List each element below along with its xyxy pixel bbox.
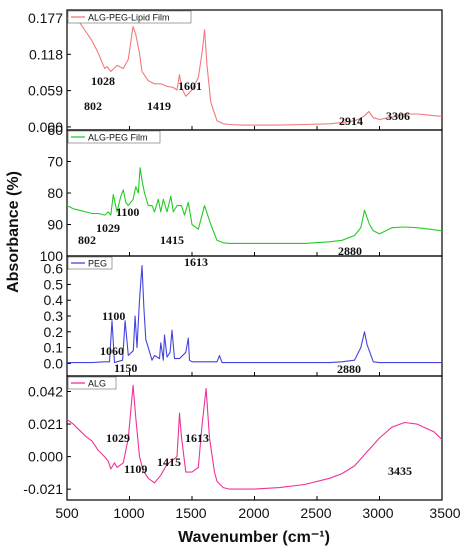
legend-label: ALG-PEG-Lipid Film	[88, 13, 170, 23]
y-axis-title: Absorbance (%)	[5, 171, 22, 293]
y-tick-label: 80	[47, 185, 63, 201]
panels: 0.000 0.059 0.118 0.177 ALG-PEG-Lipid Film 60…	[23, 9, 443, 501]
y-tick-label: 0.042	[28, 384, 63, 400]
peak-label: 3435	[388, 464, 412, 478]
series-line	[66, 384, 443, 490]
legend-label: ALG	[88, 379, 106, 389]
peak-label: 1100	[116, 205, 139, 219]
x-tick-label: 3500	[429, 505, 460, 521]
y-tick-label: 0.059	[28, 83, 63, 99]
peak-label: 1613	[184, 255, 208, 269]
legend-label: PEG	[88, 259, 107, 269]
legend-box	[67, 256, 113, 270]
x-tick-label: 1500	[175, 505, 206, 521]
peak-label: 802	[84, 99, 102, 113]
y-tick-label: 0.000	[28, 449, 63, 465]
y-tick-label: 0.5	[44, 276, 64, 292]
peak-label: 1415	[157, 455, 181, 469]
peak-label: 1150	[114, 361, 137, 375]
x-tick-label: 500	[55, 505, 79, 521]
panel-frame	[66, 129, 443, 257]
legend: PEG	[67, 256, 113, 270]
peak-label: 802	[78, 233, 96, 247]
y-tick-label: -0.021	[23, 481, 63, 497]
peak-label: 1029	[106, 431, 130, 445]
x-tick-label: 3000	[362, 505, 393, 521]
legend: ALG-PEG Film	[67, 130, 161, 144]
y-tick-label: 0.6	[44, 261, 64, 277]
panel-2: 60 70 80 90 100 ALG-PEG Film	[40, 122, 443, 264]
peak-label: 1109	[124, 462, 147, 476]
y-tick-label: 0.177	[28, 10, 63, 26]
panel-1-annotations: 802 1028 1419 1601 2914 3306	[84, 74, 410, 128]
y-tick-label: 0.1	[44, 340, 64, 356]
peak-label: 3306	[386, 109, 410, 123]
x-tick-label: 2500	[300, 505, 331, 521]
peak-label: 1100	[102, 309, 125, 323]
y-tick-label: 70	[47, 154, 63, 170]
legend-box	[67, 376, 117, 390]
x-axis-title: Wavenumber (cm⁻¹)	[178, 529, 330, 546]
y-tick-label: 0.3	[44, 308, 64, 324]
peak-label: 2880	[337, 362, 361, 376]
peak-label: 1028	[91, 74, 115, 88]
legend: ALG-PEG-Lipid Film	[67, 10, 192, 24]
y-tick-label: 0.4	[44, 292, 64, 308]
peak-label: 1415	[160, 233, 184, 247]
y-tick-label: 0.0	[44, 355, 64, 371]
y-tick-label: 0.118	[29, 46, 63, 62]
series-line	[66, 17, 443, 126]
series-line	[66, 167, 443, 244]
y-tick-label: 0.2	[44, 324, 64, 340]
legend-box	[67, 130, 161, 144]
peak-label: 2880	[338, 244, 362, 258]
peak-label: 1613	[185, 431, 209, 445]
y-tick-label: 100	[40, 248, 64, 264]
peak-label: 1029	[96, 221, 120, 235]
y-tick-label: 90	[47, 217, 63, 233]
x-tick-label: 1000	[113, 505, 144, 521]
panel-4-annotations: 1029 1109 1415 1613 3435	[106, 431, 412, 478]
panel-2-annotations: 802 1029 1100 1415 1613 2880	[78, 205, 362, 269]
y-tick-label: 0.000	[28, 119, 63, 135]
peak-label: 1419	[147, 99, 171, 113]
legend: ALG	[67, 376, 117, 390]
y-tick-label: 0.021	[28, 416, 63, 432]
panel-4: -0.021 0.000 0.021 0.042 ALG	[23, 375, 443, 501]
panel-3-annotations: 1060 1100 1150 2880	[100, 309, 361, 376]
legend-label: ALG-PEG Film	[88, 133, 148, 143]
y-tick-label: 60	[47, 122, 63, 138]
panel-1: 0.000 0.059 0.118 0.177 ALG-PEG-Lipid Film	[28, 9, 443, 135]
legend-box	[67, 10, 192, 24]
series-line	[67, 264, 442, 364]
peak-label: 1060	[100, 344, 124, 358]
peak-label: 1601	[178, 79, 202, 93]
x-tick-labels: 500 1000 1500 2000 2500 3000 3500	[55, 505, 460, 521]
peak-label: 2914	[339, 114, 363, 128]
x-tick-label: 2000	[238, 505, 269, 521]
